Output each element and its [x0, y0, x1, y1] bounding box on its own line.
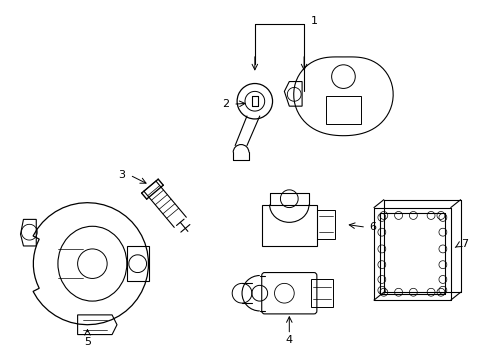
Text: 5: 5 — [84, 337, 91, 347]
Bar — [316, 210, 334, 239]
Text: 2: 2 — [221, 99, 228, 109]
Text: 3: 3 — [118, 170, 125, 180]
Text: 6: 6 — [369, 222, 376, 232]
Bar — [261, 204, 316, 246]
Text: 1: 1 — [310, 15, 317, 26]
Bar — [310, 279, 332, 307]
Bar — [126, 246, 148, 282]
Text: 7: 7 — [460, 239, 467, 249]
Text: 4: 4 — [285, 336, 292, 346]
Bar — [325, 96, 361, 124]
